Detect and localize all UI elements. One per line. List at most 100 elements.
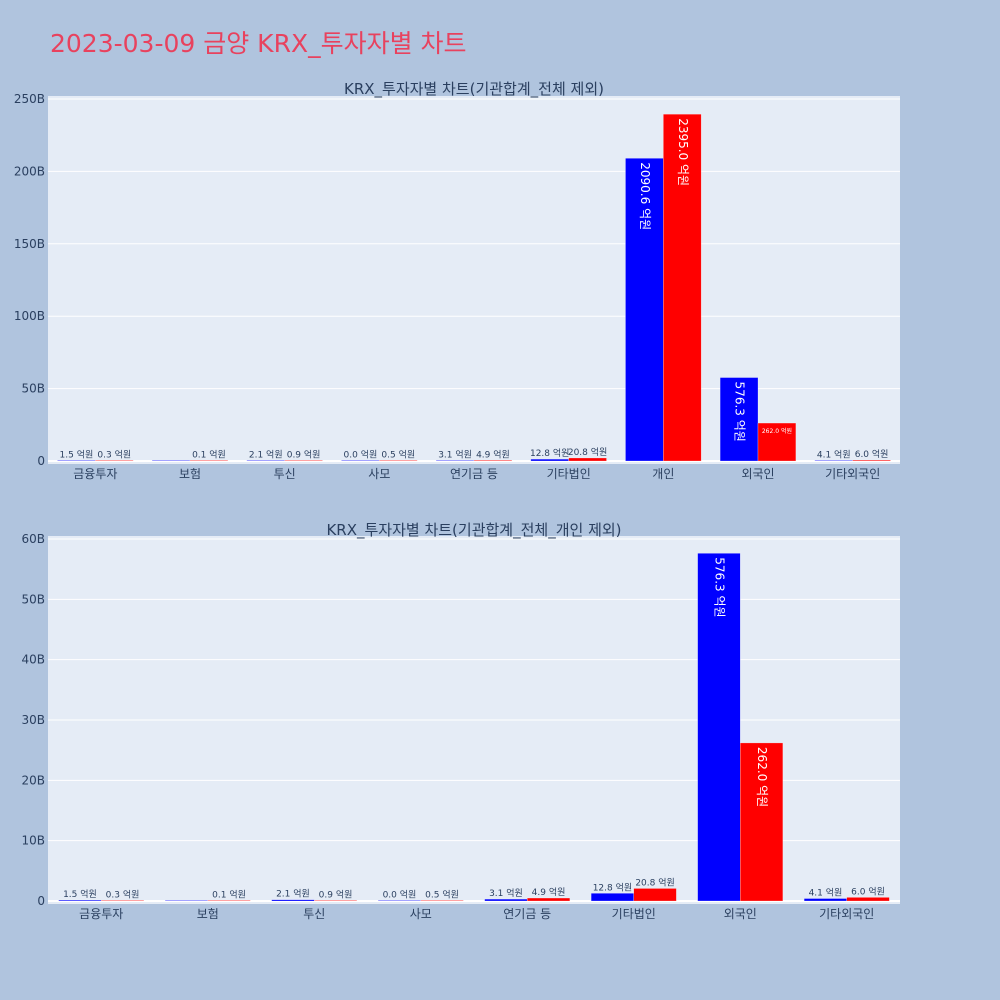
- data-label: 576.3 억원: [712, 557, 726, 617]
- x-tick-label: 사모: [368, 467, 390, 481]
- y-tick-label: 50B: [21, 592, 45, 606]
- bar-series-2: [101, 900, 145, 902]
- y-tick-label: 50B: [21, 382, 45, 396]
- bar-series-2: [757, 422, 797, 462]
- bar-series-1: [57, 460, 96, 462]
- data-label: 4.1 억원: [817, 448, 851, 460]
- data-label: 4.9 억원: [476, 448, 510, 460]
- bar-series-2: [314, 900, 358, 902]
- bar-series-1: [484, 898, 528, 902]
- data-label: 3.1 억원: [438, 448, 472, 460]
- bar-series-2: [663, 113, 702, 462]
- bar-series-1: [697, 553, 741, 902]
- page-title: 2023-03-09 금양 KRX_투자자별 차트: [50, 29, 467, 58]
- data-label: 0.9 억원: [287, 448, 321, 460]
- bar-series-2: [473, 460, 513, 462]
- bar-series-2: [207, 900, 251, 902]
- bar-series-1: [271, 899, 315, 902]
- x-tick-label: 투신: [303, 907, 325, 921]
- bar-series-1: [590, 893, 635, 902]
- data-label: 1.5 억원: [60, 448, 94, 460]
- data-label: 6.0 억원: [851, 885, 885, 897]
- x-tick-label: 기타외국인: [819, 907, 874, 921]
- y-tick-label: 200B: [14, 164, 45, 178]
- x-tick-label: 기타외국인: [825, 467, 880, 481]
- bar-series-1: [377, 900, 421, 902]
- data-label: 3.1 억원: [489, 887, 523, 899]
- bar-series-2: [420, 900, 464, 902]
- data-label: 6.0 억원: [855, 448, 889, 460]
- x-tick-label: 사모: [410, 907, 432, 921]
- data-label: 2.1 억원: [276, 888, 310, 900]
- bar-series-2: [568, 457, 607, 462]
- data-label: 0.5 억원: [425, 888, 459, 900]
- bar-series-2: [846, 897, 890, 902]
- data-label: 20.8 억원: [568, 446, 607, 458]
- chart-title: KRX_투자자별 차트(기관합계_전체_개인 제외): [326, 521, 621, 540]
- bar-series-2: [527, 897, 571, 902]
- data-label: 0.5 억원: [381, 448, 415, 460]
- y-tick-label: 250B: [14, 92, 45, 106]
- x-tick-label: 금융투자: [79, 907, 123, 921]
- bar-series-2: [740, 742, 784, 902]
- chart-2: KRX_투자자별 차트(기관합계_전체_개인 제외) 0 10B 20B 30B 40B 5…: [21, 521, 900, 921]
- chart-title: KRX_투자자별 차트(기관합계_전체 제외): [344, 80, 604, 99]
- y-tick-label: 100B: [14, 309, 45, 323]
- x-tick-label: 기타법인: [547, 467, 591, 481]
- x-tick-label: 기타법인: [612, 907, 656, 921]
- x-tick-label: 연기금 등: [503, 907, 551, 921]
- y-tick-label: 30B: [21, 713, 45, 727]
- bar-series-1: [341, 460, 380, 462]
- x-tick-label: 개인: [652, 467, 674, 481]
- bar-series-1: [164, 900, 208, 902]
- data-label: 0.0 억원: [383, 888, 417, 900]
- y-tick-label: 0: [37, 454, 45, 468]
- data-label: 4.1 억원: [809, 887, 843, 899]
- bar-series-2: [852, 459, 891, 462]
- data-label: 4.9 억원: [532, 886, 566, 898]
- x-tick-label: 투신: [274, 467, 296, 481]
- data-label: 2395.0 억원: [676, 118, 690, 186]
- y-tick-label: 20B: [21, 773, 45, 787]
- chart-1: KRX_투자자별 차트(기관합계_전체 제외) 0 50B 100B 150B 200B 2…: [14, 80, 900, 481]
- bar-series-1: [151, 460, 191, 462]
- data-label: 576.3 억원: [733, 382, 747, 442]
- bar-series-2: [95, 460, 134, 462]
- data-label: 0.1 억원: [212, 888, 246, 900]
- x-tick-label: 보험: [179, 467, 201, 481]
- bar-series-2: [379, 460, 418, 462]
- data-label: 262.0 억원: [755, 747, 769, 807]
- bar-series-1: [814, 460, 853, 462]
- bar-series-2: [633, 888, 677, 902]
- bar-series-1: [803, 898, 848, 902]
- y-tick-label: 0: [37, 894, 45, 908]
- x-tick-label: 연기금 등: [450, 467, 498, 481]
- data-label: 12.8 억원: [593, 881, 632, 893]
- data-label: 0.3 억원: [97, 448, 131, 460]
- x-tick-label: 금융투자: [73, 467, 117, 481]
- bar-series-2: [189, 460, 229, 462]
- y-tick-label: 150B: [14, 237, 45, 251]
- data-label: 0.9 억원: [319, 888, 353, 900]
- data-label: 0.0 억원: [344, 448, 378, 460]
- data-label: 2090.6 억원: [638, 162, 652, 230]
- x-tick-label: 보험: [197, 907, 219, 921]
- y-tick-label: 60B: [21, 532, 45, 546]
- plot-area: [48, 96, 900, 464]
- data-label: 262.0 억원: [762, 427, 792, 435]
- bar-series-1: [719, 377, 759, 462]
- x-tick-label: 외국인: [724, 907, 757, 921]
- data-label: 20.8 억원: [635, 876, 674, 888]
- bar-series-1: [246, 460, 285, 462]
- bar-series-1: [435, 460, 475, 462]
- x-tick-label: 외국인: [741, 467, 774, 481]
- bar-series-1: [530, 458, 569, 462]
- data-label: 2.1 억원: [249, 448, 283, 460]
- y-tick-label: 10B: [21, 834, 45, 848]
- data-label: 0.3 억원: [106, 888, 140, 900]
- y-tick-label: 40B: [21, 653, 45, 667]
- data-label: 12.8 억원: [530, 447, 569, 459]
- bar-series-1: [58, 899, 102, 902]
- data-label: 0.1 억원: [192, 448, 226, 460]
